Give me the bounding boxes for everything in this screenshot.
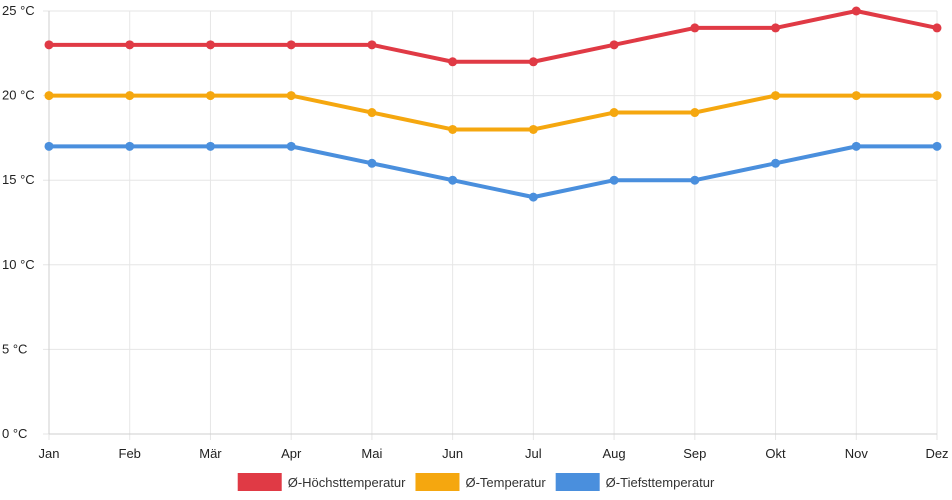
data-point [609, 175, 619, 185]
data-point [125, 91, 135, 101]
data-point [448, 57, 458, 67]
data-point [690, 175, 700, 185]
data-point [286, 91, 296, 101]
legend-label: Ø-Temperatur [465, 475, 546, 490]
y-tick-label: 5 °C [2, 341, 27, 356]
data-point [851, 6, 861, 16]
data-point [609, 40, 619, 50]
data-point [125, 141, 135, 151]
data-point [367, 108, 377, 118]
y-tick-label: 10 °C [2, 257, 35, 272]
x-tick-label: Feb [119, 446, 141, 461]
legend-label: Ø-Höchsttemperatur [288, 475, 406, 490]
data-point [932, 91, 942, 101]
data-point [528, 124, 538, 134]
legend-label: Ø-Tiefsttemperatur [606, 475, 715, 490]
x-tick-label: Okt [765, 446, 786, 461]
x-tick-label: Apr [281, 446, 302, 461]
legend-swatch [415, 473, 460, 491]
data-point [448, 175, 458, 185]
series-line [47, 93, 939, 132]
data-point [44, 91, 54, 101]
data-point [690, 23, 700, 33]
x-tick-label: Dez [925, 446, 948, 461]
data-point [690, 108, 700, 118]
data-point [932, 141, 942, 151]
series-lines [44, 6, 942, 202]
x-tick-label: Aug [603, 446, 626, 461]
data-point [528, 57, 538, 67]
data-point [125, 40, 135, 50]
x-tick-label: Jul [525, 446, 542, 461]
data-point [367, 158, 377, 168]
data-point [771, 91, 781, 101]
data-point [771, 23, 781, 33]
series-line [47, 144, 939, 200]
legend: Ø-Höchsttemperatur Ø-Temperatur Ø-Tiefstte… [237, 473, 715, 491]
data-point [205, 141, 215, 151]
series-0 [44, 6, 942, 67]
legend-item-0: Ø-Höchsttemperatur [237, 473, 406, 491]
data-point [528, 192, 538, 202]
y-tick-label: 15 °C [2, 172, 35, 187]
data-point [367, 40, 377, 50]
data-point [44, 141, 54, 151]
data-point [205, 91, 215, 101]
grid [43, 10, 938, 440]
legend-item-1: Ø-Temperatur [415, 473, 546, 491]
data-point [851, 91, 861, 101]
data-point [286, 141, 296, 151]
data-point [44, 40, 54, 50]
data-point [286, 40, 296, 50]
y-tick-label: 0 °C [2, 426, 27, 441]
axes: Jan Feb Mär Apr Mai Jun Jul Aug Sep Okt Nov Dez 0 °C… [2, 3, 949, 461]
series-1 [44, 91, 942, 134]
data-point [609, 108, 619, 118]
legend-swatch [237, 473, 282, 491]
legend-swatch [555, 473, 600, 491]
data-point [205, 40, 215, 50]
x-tick-label: Mär [199, 446, 222, 461]
x-tick-label: Jun [442, 446, 463, 461]
series-2 [44, 141, 942, 202]
data-point [771, 158, 781, 168]
data-point [448, 124, 458, 134]
x-tick-label: Mai [361, 446, 382, 461]
x-tick-label: Nov [845, 446, 869, 461]
legend-item-2: Ø-Tiefsttemperatur [555, 473, 715, 491]
x-tick-label: Sep [683, 446, 706, 461]
x-tick-label: Jan [39, 446, 60, 461]
data-point [932, 23, 942, 33]
y-tick-label: 20 °C [2, 88, 35, 103]
series-line [47, 9, 939, 64]
y-tick-label: 25 °C [2, 3, 35, 18]
data-point [851, 141, 861, 151]
